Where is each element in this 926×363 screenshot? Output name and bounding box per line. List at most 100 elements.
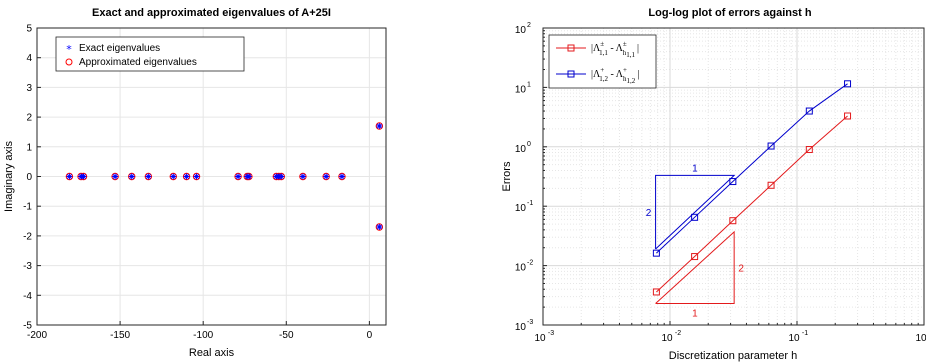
blue-triangle-rise-label: 2	[646, 208, 652, 219]
legend-blue-marker	[567, 70, 575, 78]
left-x-tick-label: -100	[193, 330, 213, 341]
right-y-tick-exponent: 2	[527, 22, 531, 29]
red-error-marker	[652, 288, 660, 296]
exact-eigenvalue-point	[338, 173, 345, 180]
left-y-tick-label: 5	[26, 24, 32, 35]
star-stroke	[170, 173, 176, 180]
star-stroke	[376, 123, 382, 129]
right-x-tick-label: 10	[915, 333, 926, 344]
right-y-tick-label: 10	[515, 144, 527, 155]
right-x-tick-exponent: -1	[802, 330, 808, 337]
star-stroke	[235, 173, 241, 180]
right-legend: |Λ± 1,1 - Λ± h1,1| |Λ+ 1,2 - Λ+ h1,2|	[548, 34, 657, 89]
star-stroke	[193, 173, 200, 180]
right-y-tick-label: 10	[515, 322, 527, 333]
exact-eigenvalue-point	[183, 173, 190, 180]
blue-error-marker	[729, 178, 737, 186]
left-y-tick-label: -5	[23, 321, 32, 332]
left-y-tick-label: -2	[23, 231, 32, 242]
right-legend-box	[548, 34, 657, 89]
left-x-tick-label: -50	[279, 330, 294, 341]
left-y-tick-label: 1	[26, 142, 32, 153]
right-x-axis-label: Discretization parameter h	[669, 350, 797, 362]
right-y-tick-exponent: -2	[527, 260, 533, 267]
right-series	[652, 80, 852, 296]
star-stroke	[66, 173, 72, 180]
legend-blue-label: |Λ+ 1,2 - Λ+ h1,2|	[591, 66, 639, 85]
right-plot-frame	[542, 27, 925, 326]
left-y-tick-label: 2	[26, 113, 32, 124]
red-error-marker	[805, 146, 813, 154]
left-x-tick-label: -150	[110, 330, 130, 341]
approx-eigenvalue-point	[192, 172, 201, 181]
right-x-tick-label: 10	[788, 333, 800, 344]
star-stroke	[184, 173, 190, 180]
slope-triangles: 1 2 1 2	[646, 163, 745, 319]
exact-eigenvalue-point	[299, 173, 306, 180]
left-chart-title: Exact and approximated eigenvalues of A+…	[92, 7, 331, 19]
right-chart-title: Log-log plot of errors against h	[648, 7, 811, 19]
star-stroke	[145, 173, 151, 180]
left-y-tick-label: 0	[26, 172, 32, 183]
right-x-tick-exponent: -2	[675, 330, 681, 337]
blue-slope-triangle	[655, 174, 736, 250]
approx-eigenvalue-point	[65, 172, 74, 181]
red-error-line	[656, 115, 848, 293]
right-y-axis-label: Errors	[501, 161, 513, 191]
approx-eigenvalue-point	[144, 172, 153, 181]
right-x-tick-exponent: -3	[548, 330, 554, 337]
right-y-tick-exponent: -3	[527, 319, 533, 326]
approx-eigenvalue-point	[234, 172, 242, 181]
left-legend-box	[55, 36, 245, 72]
star-stroke	[323, 173, 329, 180]
red-error-marker	[767, 181, 775, 189]
left-y-tick-label: -1	[23, 202, 32, 213]
red-slope-triangle	[655, 230, 735, 305]
exact-eigenvalue-point	[112, 173, 119, 180]
right-y-tick-exponent: 1	[527, 81, 531, 88]
star-stroke	[300, 173, 306, 180]
left-y-tick-label: -4	[23, 291, 32, 302]
star-stroke	[376, 224, 382, 230]
approx-eigenvalue-point	[182, 172, 191, 181]
blue-error-marker	[805, 107, 813, 115]
exact-eigenvalue-point	[66, 173, 73, 180]
legend-exact-label: Exact eigenvalues	[79, 43, 160, 54]
approx-eigenvalue-point	[299, 172, 307, 181]
left-y-tick-label: 3	[26, 83, 32, 94]
exact-eigenvalue-point	[145, 173, 152, 180]
left-chart: -200 -150 -100 -50 0 5 4 3 2 1 0 -1 -2 -3 -4 -5 Exact a…	[3, 7, 387, 359]
right-chart: 10-310-210-110010210110010-110-210-3 121…	[501, 7, 926, 362]
left-ticks: -200 -150 -100 -50 0 5 4 3 2 1 0 -1 -2 -3 -4 -5	[23, 24, 373, 342]
legend-red-marker	[567, 44, 575, 52]
red-triangle-rise-label: 2	[738, 264, 744, 275]
right-x-tick-label: 10	[661, 333, 673, 344]
left-points	[65, 122, 384, 231]
right-y-tick-label: 10	[515, 84, 527, 95]
blue-error-line	[656, 83, 848, 254]
left-x-axis-label: Real axis	[189, 347, 235, 359]
right-x-tick-label: 10	[534, 333, 546, 344]
exact-eigenvalue-point	[80, 173, 87, 180]
exact-eigenvalue-point	[193, 173, 200, 180]
legend-circle-marker	[65, 58, 73, 66]
right-y-tick-label: 10	[515, 25, 527, 36]
left-grid	[36, 27, 386, 326]
right-y-tick-exponent: 0	[527, 141, 531, 148]
star-stroke	[112, 173, 118, 180]
blue-triangle-run-label: 1	[692, 163, 698, 174]
approx-eigenvalue-point	[322, 172, 330, 181]
red-error-marker	[729, 217, 737, 225]
blue-error-marker	[652, 249, 660, 257]
left-y-axis-label: Imaginary axis	[3, 141, 15, 212]
star-stroke	[129, 173, 135, 180]
exact-eigenvalue-point	[128, 173, 135, 180]
exact-eigenvalue-point	[235, 173, 242, 180]
right-ticks: 10-310-210-110010210110010-110-210-3	[515, 22, 926, 344]
legend-star-marker: *	[66, 43, 72, 56]
right-y-tick-label: 10	[515, 263, 527, 274]
star-stroke	[246, 173, 252, 180]
approx-eigenvalue-point	[375, 223, 384, 231]
exact-eigenvalue-point	[376, 223, 383, 230]
